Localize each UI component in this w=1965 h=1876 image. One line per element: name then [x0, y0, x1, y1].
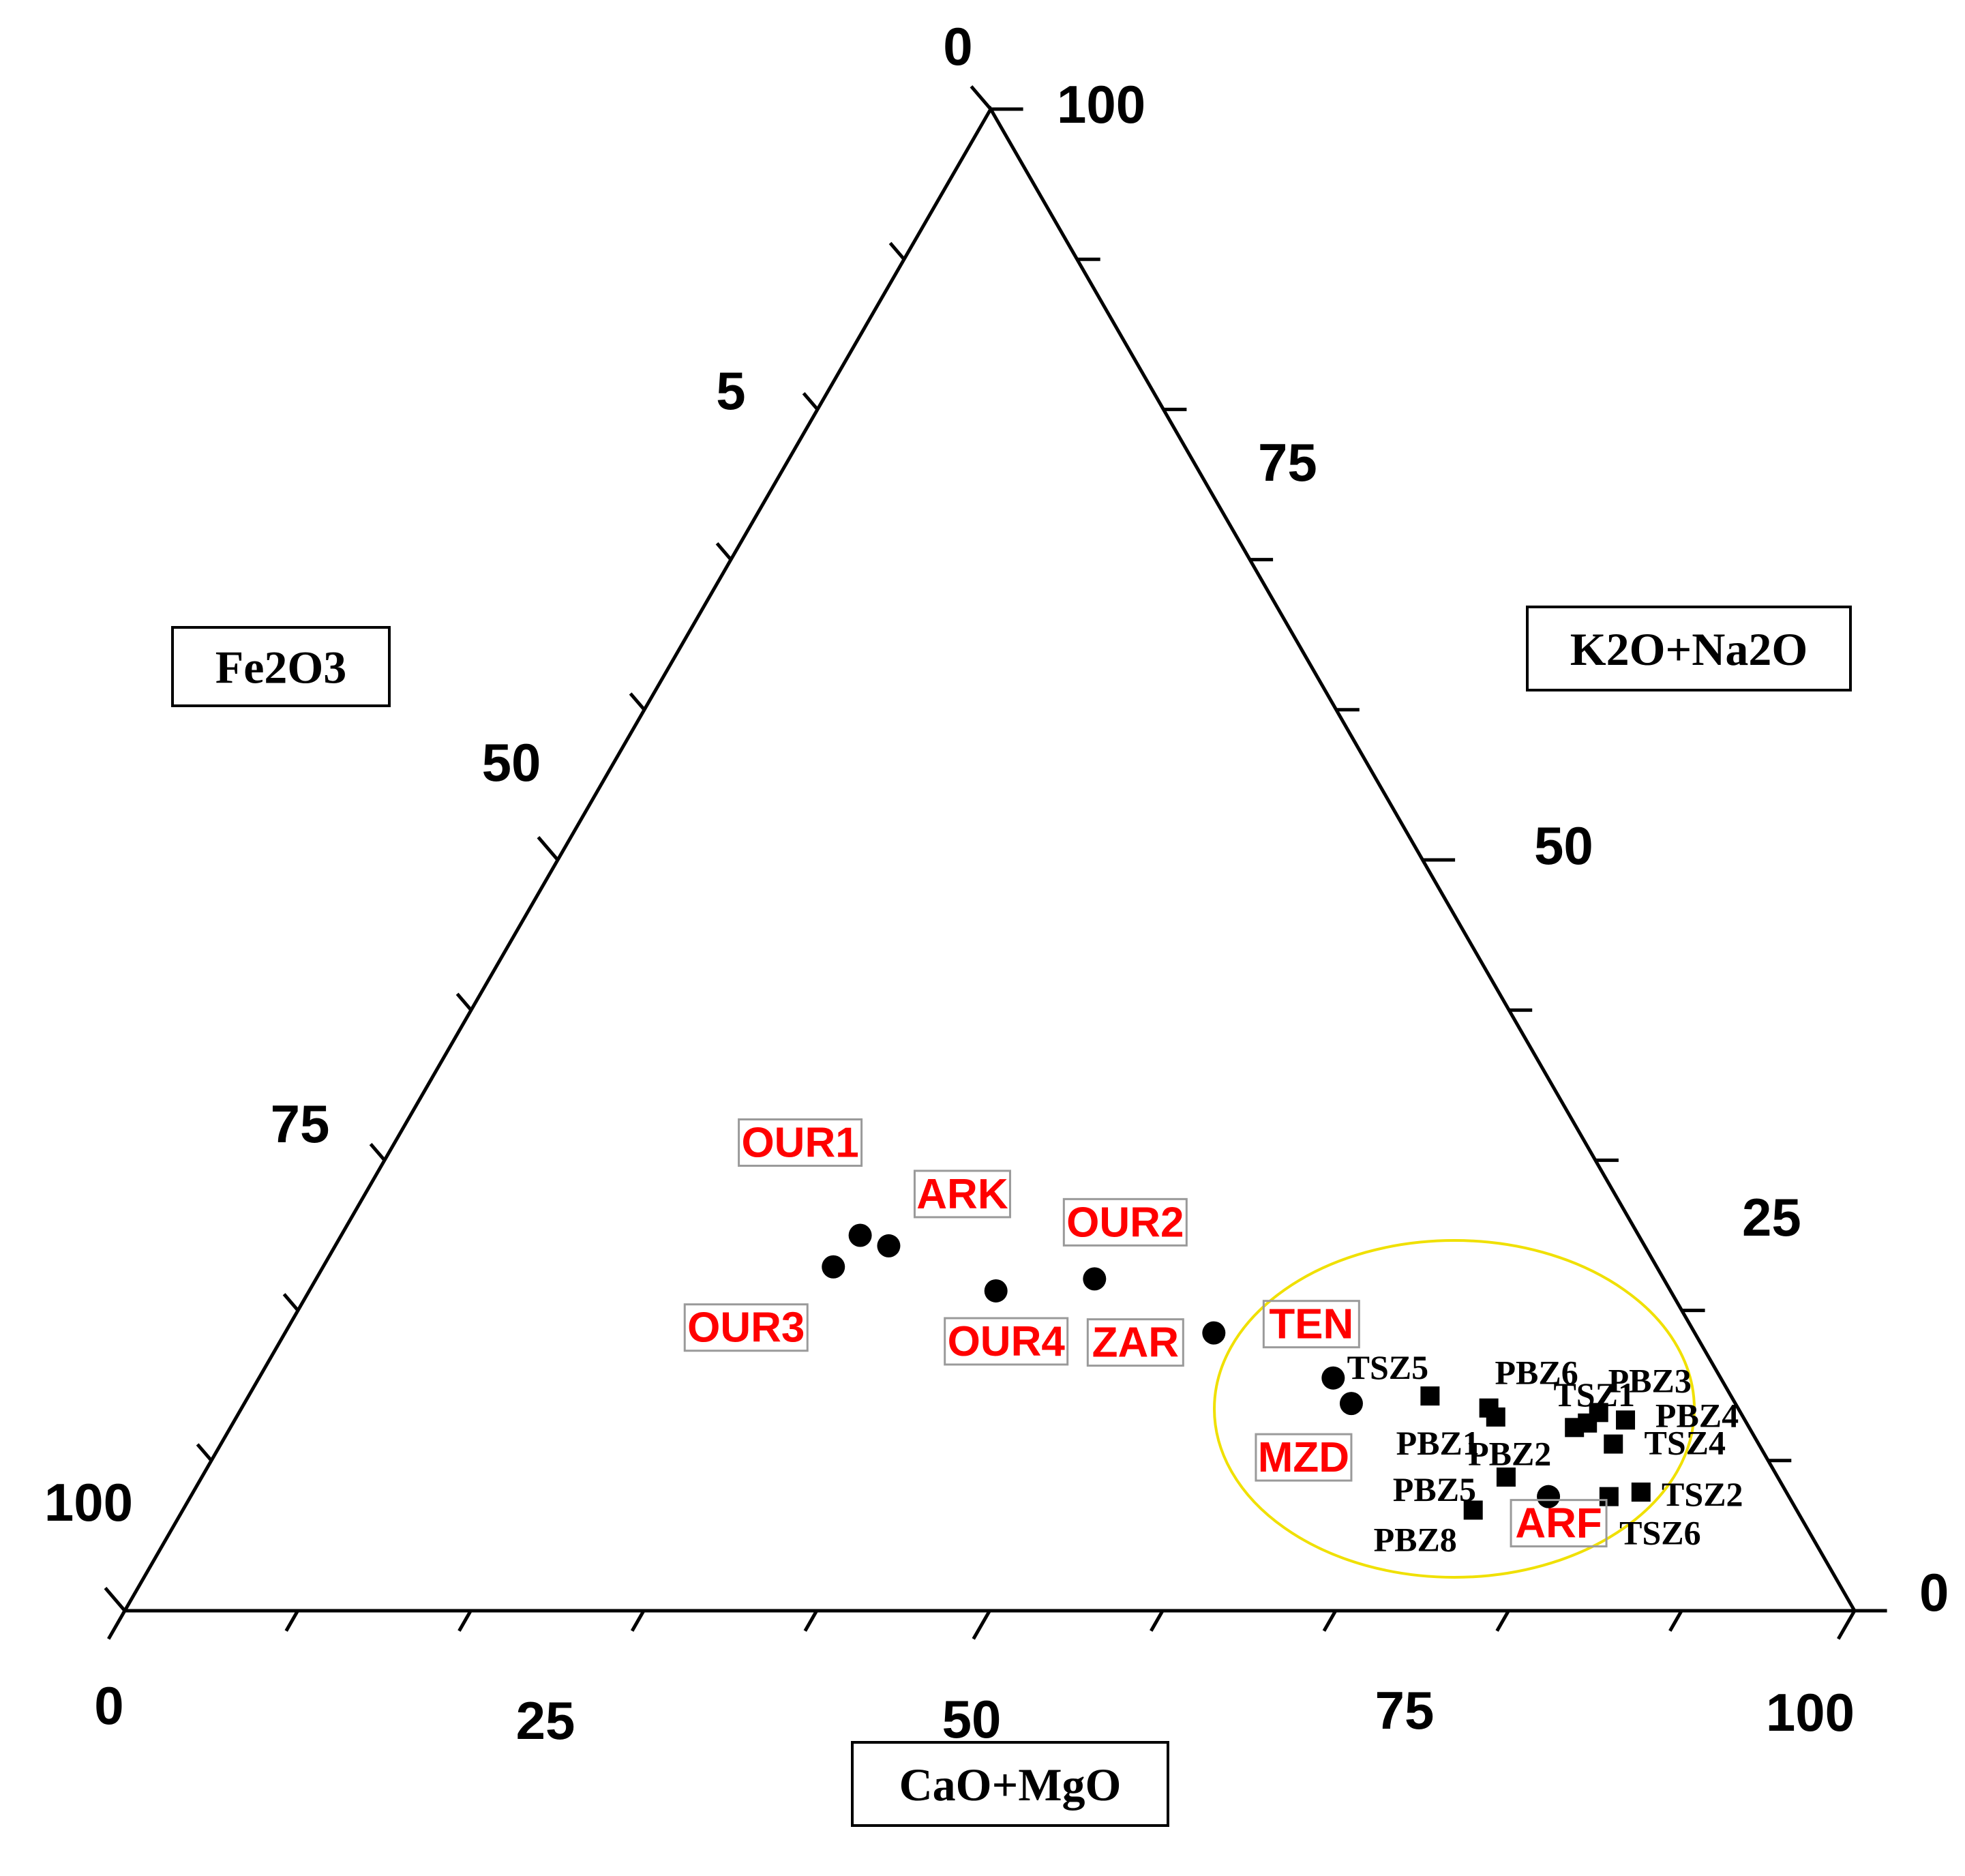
- square-marker: [1599, 1487, 1619, 1506]
- right-axis-title: K2O+Na2O: [1570, 623, 1808, 675]
- circle-marker: [1083, 1267, 1107, 1291]
- bottom-axis-tick: [1150, 1609, 1165, 1632]
- point-label-box: [913, 1170, 1011, 1219]
- point-label-box: [1062, 1197, 1188, 1247]
- left-axis-tick: [802, 391, 819, 411]
- left-axis-title: Fe2O3: [215, 642, 347, 694]
- right-tick-label: 25: [1742, 1187, 1801, 1247]
- point-label: TSZ5: [1347, 1348, 1429, 1386]
- square-marker: [1463, 1500, 1483, 1520]
- bottom-axis-tick: [972, 1609, 991, 1640]
- left-axis-tick: [282, 1293, 299, 1312]
- left-tick-label: 75: [271, 1094, 330, 1154]
- point-label: PBZ2: [1468, 1434, 1551, 1472]
- square-marker: [1420, 1386, 1440, 1406]
- left-tick-label: 5: [716, 361, 745, 421]
- right-tick-label: 0: [1919, 1562, 1949, 1622]
- point-label: PBZ3: [1608, 1361, 1692, 1399]
- square-marker: [1486, 1407, 1505, 1427]
- left-axis-title-box: [171, 626, 391, 707]
- bottom-axis-tick: [1837, 1609, 1857, 1640]
- right-tick-label: 50: [1534, 816, 1593, 876]
- point-label: TSZ4: [1644, 1424, 1726, 1462]
- circle-marker: [1321, 1366, 1345, 1390]
- left-axis-tick: [196, 1443, 213, 1462]
- point-label: TSZ1: [1553, 1375, 1635, 1414]
- right-tick-label: 75: [1258, 432, 1317, 492]
- left-axis-tick: [537, 836, 559, 861]
- axis-titles: Fe2O3 K2O+Na2O CaO+MgO: [171, 606, 1852, 1827]
- left-tick-label: 50: [482, 732, 541, 792]
- point-label: OUR3: [687, 1305, 805, 1352]
- circle-marker: [848, 1223, 872, 1247]
- point-label-box: [944, 1317, 1069, 1366]
- circle-marker: [822, 1255, 845, 1279]
- left-axis-tick: [970, 85, 992, 110]
- point-label-box: [1255, 1433, 1353, 1482]
- left-axis-tick: [455, 992, 472, 1011]
- bottom-axis-title: CaO+MgO: [899, 1759, 1122, 1811]
- point-label: OUR1: [741, 1120, 858, 1167]
- point-label-box: [1086, 1318, 1184, 1367]
- point-labels: OUR1 ARK OUR3 OUR4 OUR2 ZAR TEN MZD ARF TSZ5 PBZ6 P…: [683, 1118, 1743, 1558]
- tick-labels: 0 25 50 75 100 0 5 50 75 100 100 75 50 25 0: [44, 16, 1949, 1751]
- square-marker: [1616, 1410, 1636, 1430]
- bottom-axis-title-box: [851, 1741, 1169, 1827]
- point-label: PBZ8: [1374, 1520, 1457, 1558]
- point-label-box: [683, 1303, 809, 1352]
- highlight-ellipse: [1213, 1239, 1696, 1579]
- right-tick-label: 100: [1057, 74, 1145, 134]
- square-marker: [1578, 1413, 1597, 1433]
- left-axis-tick: [104, 1587, 126, 1612]
- point-label: OUR2: [1066, 1199, 1184, 1246]
- left-axis-tick: [629, 692, 646, 711]
- bottom-axis-tick: [1495, 1609, 1510, 1632]
- left-tick-label: 0: [943, 16, 972, 76]
- bottom-axis-tick: [1668, 1609, 1683, 1632]
- left-axis-tick: [715, 542, 732, 561]
- left-axis-tick: [369, 1142, 386, 1162]
- square-marker: [1604, 1434, 1623, 1454]
- bottom-axis-tick: [1322, 1609, 1338, 1632]
- point-label-box: [1510, 1499, 1608, 1548]
- point-label-box: [1262, 1300, 1360, 1349]
- circle-marker: [1202, 1321, 1226, 1345]
- point-label: PBZ6: [1495, 1354, 1578, 1392]
- point-label: TSZ6: [1619, 1514, 1701, 1552]
- bottom-tick-label: 0: [94, 1676, 123, 1736]
- point-label: PBZ4: [1655, 1396, 1739, 1434]
- data-points: [822, 1223, 1651, 1520]
- point-label: ZAR: [1092, 1320, 1179, 1367]
- point-label-box: [738, 1118, 863, 1167]
- point-label: MZD: [1258, 1434, 1349, 1481]
- bottom-axis-tick: [803, 1609, 818, 1632]
- circle-marker: [1537, 1485, 1561, 1508]
- bottom-tick-label: 25: [516, 1691, 575, 1751]
- point-label: TSZ2: [1662, 1475, 1743, 1513]
- square-marker: [1496, 1468, 1516, 1487]
- bottom-tick-label: 50: [942, 1689, 1002, 1749]
- bottom-axis-tick: [630, 1609, 646, 1632]
- circle-marker: [1339, 1392, 1363, 1416]
- bottom-axis-tick: [284, 1609, 299, 1632]
- square-marker: [1631, 1483, 1651, 1502]
- circle-marker: [877, 1234, 901, 1257]
- point-label: OUR4: [948, 1318, 1066, 1365]
- bottom-axis-tick: [457, 1609, 472, 1632]
- circle-marker: [984, 1279, 1008, 1302]
- axis-ticks: [104, 85, 1887, 1640]
- point-label: ARK: [916, 1171, 1008, 1218]
- point-label: TEN: [1269, 1301, 1353, 1348]
- bottom-tick-label: 100: [1766, 1682, 1855, 1742]
- point-label: ARF: [1515, 1500, 1602, 1547]
- point-label: PBZ5: [1393, 1470, 1476, 1508]
- right-axis-title-box: [1526, 606, 1852, 691]
- bottom-axis-tick: [107, 1609, 127, 1640]
- left-axis-tick: [888, 241, 905, 260]
- bottom-tick-label: 75: [1375, 1680, 1435, 1740]
- point-label: PBZ1: [1396, 1424, 1480, 1462]
- left-tick-label: 100: [44, 1472, 133, 1532]
